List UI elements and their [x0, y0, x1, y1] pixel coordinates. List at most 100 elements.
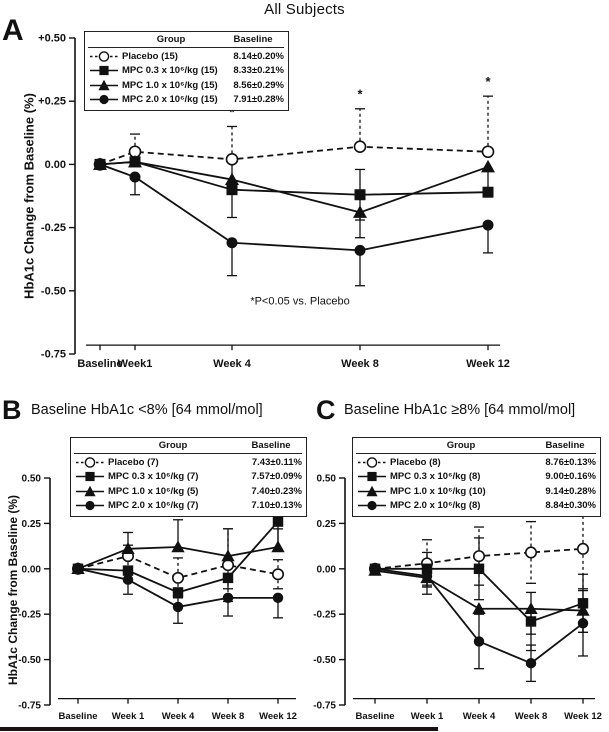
y-tick-label: +0.50: [38, 33, 66, 45]
x-tick-label: Week 4: [162, 711, 195, 722]
panel-c-label: C: [316, 395, 336, 425]
marker-circle: [172, 601, 184, 613]
series-line-placebo-7: [77, 555, 279, 579]
legend-header: Group Baseline: [74, 439, 302, 454]
marker-triangle: [481, 159, 495, 173]
panel-a-legend: Group Baseline Placebo (15) 8.14±0.20% MPC 0…: [84, 31, 289, 111]
legend-marker-circle-icon: [76, 501, 104, 511]
marker-triangle: [472, 602, 486, 614]
legend-marker-circle-open-icon: [358, 456, 386, 468]
x-tick-label: Week 12: [466, 358, 510, 370]
legend-row-mpc-1-0-x-10-kg-5: MPC 1.0 x 10⁶/kg (5) 7.40±0.23%: [74, 484, 302, 499]
legend-series-name: MPC 2.0 x 10⁶/kg (7): [108, 500, 199, 512]
marker-square: [172, 587, 184, 598]
marker-square: [226, 184, 238, 196]
marker-square: [122, 565, 134, 576]
marker-square: [272, 516, 284, 527]
marker-circle-open: [225, 153, 239, 166]
x-tick-label: Week 1: [411, 711, 444, 722]
legend-series-baseline-value: 8.84±0.30%: [545, 500, 596, 512]
x-tick-label: Week 1: [112, 711, 145, 722]
legend-marker-circle-icon: [90, 95, 118, 105]
marker-circle: [94, 158, 106, 170]
legend-row-mpc-2-0-x-10-kg-8: MPC 2.0 x 10⁶/kg (8) 8.84±0.30%: [356, 499, 596, 514]
marker-circle-open: [481, 145, 495, 159]
legend-series-baseline-value: 8.76±0.13%: [545, 456, 596, 468]
marker-circle-open: [171, 571, 185, 584]
marker-circle: [222, 592, 234, 604]
significance-star: *: [229, 104, 235, 119]
legend-series-baseline-value: 8.56±0.29%: [233, 79, 284, 91]
significance-star: *: [357, 87, 363, 102]
x-tick-label: Baseline: [77, 358, 122, 370]
x-tick-label: Week 4: [213, 358, 252, 370]
panel-c-legend: Group Baseline Placebo (8) 8.76±0.13% MPC 0.…: [352, 437, 601, 517]
y-tick-label: 0.50: [22, 474, 42, 485]
marker-circle-open: [472, 550, 486, 563]
legend-row-mpc-0-3-x-10-kg-8: MPC 0.3 x 10⁶/kg (8) 9.00±0.16%: [356, 470, 596, 485]
legend-row-mpc-2-0-x-10-kg-7: MPC 2.0 x 10⁶/kg (7) 7.10±0.13%: [74, 499, 302, 514]
legend-series-name: MPC 1.0 x 10⁶/kg (15): [122, 79, 218, 91]
legend-row-placebo-7: Placebo (7) 7.43±0.11%: [74, 455, 302, 470]
legend-series-name: MPC 1.0 x 10⁶/kg (5): [108, 485, 199, 497]
marker-circle: [369, 563, 381, 575]
legend-header-baseline: Baseline: [233, 34, 273, 45]
x-tick-label: Baseline: [58, 711, 97, 722]
legend-row-mpc-0-3-x-10-kg-7: MPC 0.3 x 10⁶/kg (7) 7.57±0.09%: [74, 470, 302, 485]
legend-marker-circle-icon: [358, 501, 386, 511]
panel-b-title: Baseline HbA1c <8% [64 mmol/mol]: [31, 402, 263, 418]
x-tick-label: Week 8: [212, 711, 245, 722]
y-tick-label: 0.00: [22, 564, 42, 575]
y-tick-label: -0.25: [41, 222, 66, 234]
marker-square: [525, 616, 537, 627]
series-line-mpc-2-0-x-10-kg-15: [99, 163, 489, 252]
legend-header-baseline: Baseline: [251, 440, 291, 451]
marker-circle: [482, 219, 494, 231]
marker-triangle: [524, 602, 538, 614]
y-tick-label: -0.75: [18, 701, 41, 712]
legend-series-baseline-value: 7.40±0.23%: [251, 485, 302, 497]
legend-row-mpc-2-0-x-10-kg-15: MPC 2.0 x 10⁶/kg (15) 7.91±0.28%: [88, 93, 284, 108]
marker-circle: [129, 171, 141, 183]
panel-a-chart: +0.50+0.250.00-0.25-0.50-0.75BaselineWee…: [38, 33, 510, 371]
legend-series-name: MPC 2.0 x 10⁶/kg (8): [390, 500, 481, 512]
marker-circle-open: [353, 140, 367, 154]
legend-marker-circle-open-icon: [90, 50, 118, 62]
legend-series-baseline-value: 7.10±0.13%: [251, 500, 302, 512]
legend-series-name: Placebo (15): [122, 50, 178, 62]
legend-series-name: Placebo (8): [390, 456, 441, 468]
figure-bottom-crop-line: [0, 727, 438, 731]
significance-note: *P<0.05 vs. Placebo: [250, 296, 349, 308]
figure-title: All Subjects: [264, 1, 345, 18]
y-tick-label: 0.25: [22, 519, 42, 530]
legend-series-baseline-value: 8.14±0.20%: [233, 50, 284, 62]
legend-series-name: MPC 2.0 x 10⁶/kg (15): [122, 94, 218, 106]
legend-header-baseline: Baseline: [545, 440, 585, 451]
y-tick-label: -0.75: [313, 701, 336, 712]
marker-circle: [226, 237, 238, 249]
legend-header-group: Group: [156, 34, 186, 45]
marker-triangle: [121, 542, 135, 555]
legend-series-name: Placebo (7): [108, 456, 159, 468]
legend-row-placebo-15: Placebo (15) 8.14±0.20%: [88, 49, 284, 64]
x-tick-label: Week 12: [259, 711, 297, 722]
y-tick-label: +0.25: [38, 96, 66, 108]
x-tick-label: Week 12: [564, 711, 602, 722]
marker-square: [473, 563, 485, 575]
legend-marker-square-icon: [358, 472, 386, 482]
panel-c-chart: 0.50 0.25 0.00 -0.25 -0.50 -0.75 Baseline Week …: [313, 474, 602, 723]
y-tick-label: 0.00: [45, 159, 66, 171]
marker-square: [222, 572, 234, 584]
legend-series-baseline-value: 8.33±0.21%: [233, 65, 284, 77]
legend-marker-triangle-icon: [358, 485, 386, 496]
marker-circle: [525, 658, 537, 669]
legend-series-name: MPC 0.3 x 10⁶/kg (8): [390, 471, 481, 483]
marker-square: [421, 563, 433, 575]
legend-row-mpc-1-0-x-10-kg-15: MPC 1.0 x 10⁶/kg (15) 8.56±0.29%: [88, 78, 284, 93]
significance-star: *: [485, 74, 491, 89]
marker-circle: [577, 618, 589, 629]
legend-series-name: MPC 1.0 x 10⁶/kg (10): [390, 485, 486, 497]
y-tick-label: 0.00: [317, 564, 337, 575]
panel-b-label: B: [2, 395, 22, 425]
